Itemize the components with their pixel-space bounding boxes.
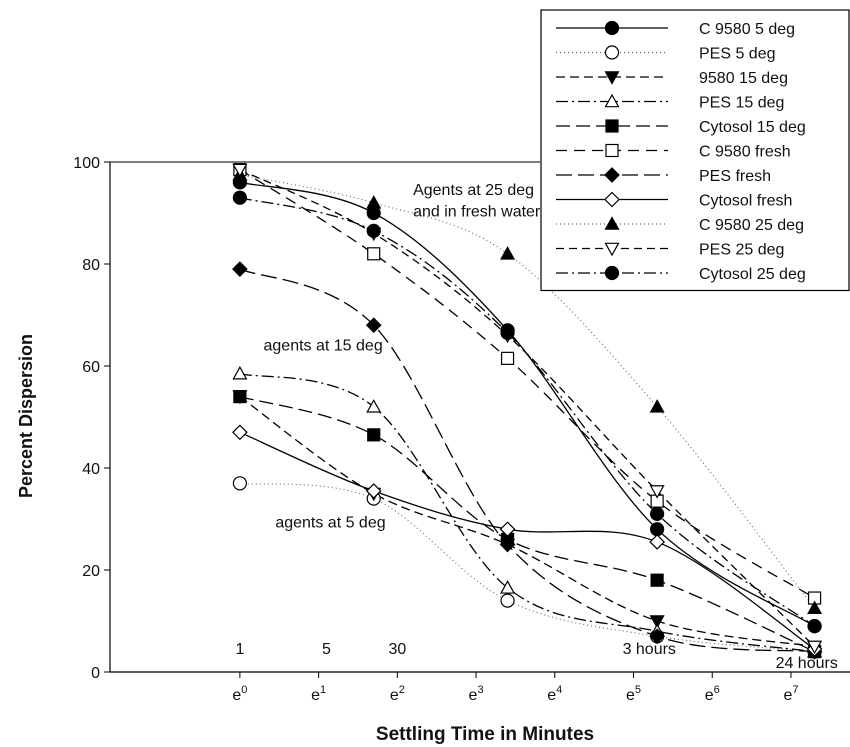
series-line — [239, 181, 815, 627]
annotation-text: and in fresh water — [413, 204, 541, 221]
time-label: 24 hours — [776, 655, 838, 672]
x-tick-label: e5 — [626, 684, 641, 704]
data-point — [233, 390, 247, 404]
data-point — [232, 476, 247, 491]
y-tick-label: 80 — [82, 257, 100, 274]
data-point — [650, 506, 665, 522]
legend-label: PES fresh — [699, 168, 771, 185]
legend-label: PES 25 deg — [699, 242, 784, 259]
data-point — [367, 428, 381, 442]
legend-label: C 9580 5 deg — [699, 21, 795, 38]
series-line — [239, 197, 815, 627]
time-label: 30 — [388, 641, 406, 658]
legend-label: Cytosol 15 deg — [699, 119, 806, 136]
x-tick-label: e0 — [232, 684, 247, 704]
x-tick-label: e7 — [783, 684, 798, 704]
legend-marker — [604, 265, 620, 281]
data-point — [232, 424, 248, 441]
data-point — [649, 534, 665, 550]
x-tick-label: e2 — [390, 684, 405, 704]
legend-label: 9580 15 deg — [699, 70, 788, 87]
series-line — [239, 169, 816, 647]
data-point — [649, 628, 665, 645]
data-point — [232, 261, 248, 277]
data-point — [367, 247, 381, 261]
data-point — [232, 190, 247, 205]
time-label: 3 hours — [623, 641, 676, 658]
legend-marker — [604, 71, 620, 85]
data-point — [807, 640, 823, 655]
y-tick-label: 40 — [82, 461, 100, 478]
legend-marker — [604, 191, 620, 208]
y-tick-label: 60 — [82, 359, 100, 376]
legend-marker — [605, 143, 619, 158]
data-point — [500, 246, 516, 260]
legend-marker — [604, 20, 620, 36]
data-point — [499, 536, 516, 553]
annotations: 1 5 30 3 hours 24 hours Agents at 25 deg and i… — [235, 182, 837, 672]
legend-label: PES 5 deg — [699, 46, 776, 63]
series-line — [239, 373, 815, 653]
data-point — [366, 223, 381, 238]
legend-marker — [604, 93, 620, 108]
series-line — [239, 431, 815, 650]
data-point — [500, 351, 515, 365]
data-point — [500, 325, 515, 340]
data-point — [500, 593, 515, 608]
annotation-text: agents at 5 deg — [275, 515, 385, 532]
data-point — [232, 163, 248, 178]
data-point — [500, 580, 516, 594]
axes: 0 20 40 60 80 100 e0 e1 e2 e3 e4 e5 e6 e7 — [73, 155, 850, 704]
data-point — [499, 521, 516, 538]
data-point — [649, 485, 665, 499]
legend-marker — [604, 167, 620, 183]
x-tick-label: e6 — [705, 684, 720, 704]
y-tick-label: 20 — [82, 563, 100, 580]
data-point — [807, 600, 823, 615]
legend-label: C 9580 25 deg — [699, 217, 804, 234]
time-label: 1 — [235, 641, 244, 658]
legend-marker — [605, 119, 619, 133]
data-point — [366, 195, 382, 209]
legend-label: Cytosol 25 deg — [699, 266, 806, 283]
data-point — [650, 522, 665, 537]
data-point — [650, 573, 664, 587]
data-point — [807, 618, 822, 634]
data-point — [649, 615, 665, 629]
legend-label: PES 15 deg — [699, 95, 784, 112]
legend-marker — [604, 45, 620, 60]
y-tick-label: 0 — [91, 665, 100, 682]
y-tick-label: 100 — [73, 155, 100, 172]
x-tick-label: e1 — [311, 684, 326, 704]
annotation-text: Agents at 25 deg — [413, 182, 534, 199]
series-line — [239, 482, 815, 653]
series-line — [239, 268, 815, 653]
data-point — [365, 317, 382, 334]
legend-marker — [604, 242, 620, 257]
legend-label: C 9580 fresh — [699, 144, 791, 161]
legend-marker — [604, 216, 620, 230]
data-point — [366, 399, 382, 413]
x-tick-label: e3 — [469, 684, 484, 704]
x-axis-label: Settling Time in Minutes — [376, 724, 594, 745]
series-markers — [232, 163, 823, 660]
data-point — [232, 365, 248, 380]
y-axis-label: Percent Dispersion — [16, 334, 36, 498]
time-label: 5 — [322, 641, 331, 658]
legend: C 9580 5 deg PES 5 deg 9580 15 deg PES 15 d… — [540, 9, 850, 292]
x-tick-label: e4 — [547, 684, 562, 704]
annotation-text: agents at 15 deg — [264, 338, 383, 355]
data-point — [649, 399, 665, 413]
data-point — [365, 483, 382, 499]
legend-label: Cytosol fresh — [699, 193, 792, 210]
